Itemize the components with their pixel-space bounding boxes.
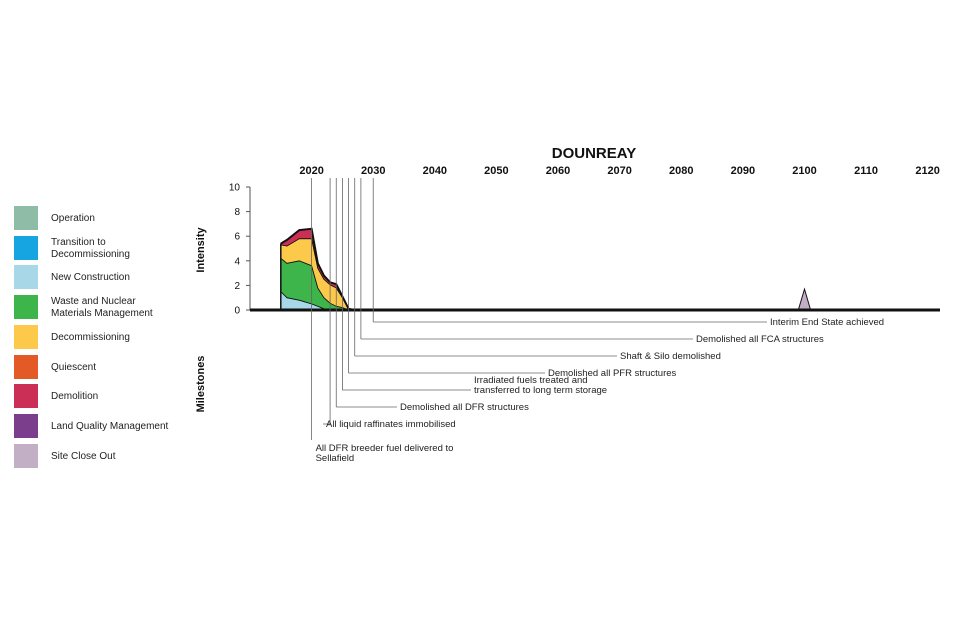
milestone-label: Demolished all FCA structures xyxy=(696,334,824,345)
legend-label: Operation xyxy=(51,213,95,224)
milestone-label: Sellafield xyxy=(316,453,355,464)
milestones-label: Milestones xyxy=(195,356,207,413)
legend-label: Decommissioning xyxy=(51,331,130,343)
y-tick-label: 6 xyxy=(234,232,240,243)
x-tick-label: 2070 xyxy=(607,165,631,177)
x-tick-label: 2080 xyxy=(669,165,693,177)
legend-item: Transition to Decommissioning xyxy=(14,235,199,262)
y-axis: 0 2 4 6 8 10 xyxy=(229,183,251,317)
milestone-annotations: All DFR breeder fuel delivered toSellafi… xyxy=(311,178,884,464)
milestone-label: All liquid raffinates immobilised xyxy=(326,419,456,430)
legend-label: Land Quality Management xyxy=(51,420,169,432)
milestone-label: Demolished all PFR structures xyxy=(548,368,677,379)
milestone-label: All DFR breeder fuel delivered to xyxy=(316,443,454,454)
legend-label: Quiescent xyxy=(51,361,97,373)
legend-label: Waste and Nuclear Materials Management xyxy=(51,296,153,320)
milestone-label: Irradiated fuels treated and xyxy=(474,375,588,386)
legend-item: Decommissioning xyxy=(14,324,199,351)
site-close-out-area xyxy=(797,287,812,311)
y-axis-label: Intensity xyxy=(195,227,207,273)
x-tick-label: 2040 xyxy=(423,165,447,177)
legend-item: New Construction xyxy=(14,265,199,291)
legend-swatch xyxy=(14,206,38,230)
legend-item: Quiescent xyxy=(14,354,199,381)
y-tick-label: 4 xyxy=(234,256,240,267)
x-tick-label: 2020 xyxy=(299,165,323,177)
legend-swatch xyxy=(14,384,38,409)
x-tick-label: 2120 xyxy=(915,165,939,177)
legend-swatch xyxy=(14,235,38,260)
x-tick-label: 2100 xyxy=(792,165,816,177)
milestone-label: Interim End State achieved xyxy=(770,317,884,328)
legend-label: Transition to Decommissioning xyxy=(51,236,130,260)
total-outline xyxy=(280,227,355,311)
legend-item: Operation xyxy=(14,206,199,232)
legend-swatch xyxy=(14,443,38,468)
chart-title: DOUNREAY xyxy=(552,145,636,162)
legend-swatch xyxy=(14,354,38,379)
y-tick-label: 2 xyxy=(234,281,240,292)
milestone-label: transferred to long term storage xyxy=(474,385,607,396)
legend-label: Demolition xyxy=(51,391,99,403)
x-tick-label: 2050 xyxy=(484,165,508,177)
legend-swatch xyxy=(14,265,38,290)
y-tick-label: 10 xyxy=(229,183,241,194)
x-tick-label: 2030 xyxy=(361,165,385,177)
y-tick-label: 8 xyxy=(234,207,240,218)
legend-item: Site Close Out xyxy=(14,443,199,470)
legend-label: Site Close Out xyxy=(51,450,116,462)
legend-swatch xyxy=(14,295,38,320)
x-tick-label: 2060 xyxy=(546,165,570,177)
legend-item: Waste and Nuclear Materials Management xyxy=(14,295,199,321)
x-tick-label: 2090 xyxy=(731,165,755,177)
x-tick-label: 2110 xyxy=(854,165,878,177)
legend-label: New Construction xyxy=(51,272,130,284)
legend-swatch xyxy=(14,413,38,438)
legend-swatch xyxy=(14,324,38,349)
legend-item: Demolition xyxy=(14,384,199,410)
milestone-label: Demolished all DFR structures xyxy=(400,402,529,413)
legend-item: Land Quality Management xyxy=(14,413,199,440)
stacked-areas xyxy=(280,227,812,311)
x-tick-labels: 2020 2030 2040 2050 2060 2070 2080 2090 2100 2110… xyxy=(299,165,940,177)
y-tick-label: 0 xyxy=(234,306,240,317)
milestone-label: Shaft & Silo demolished xyxy=(620,351,721,362)
